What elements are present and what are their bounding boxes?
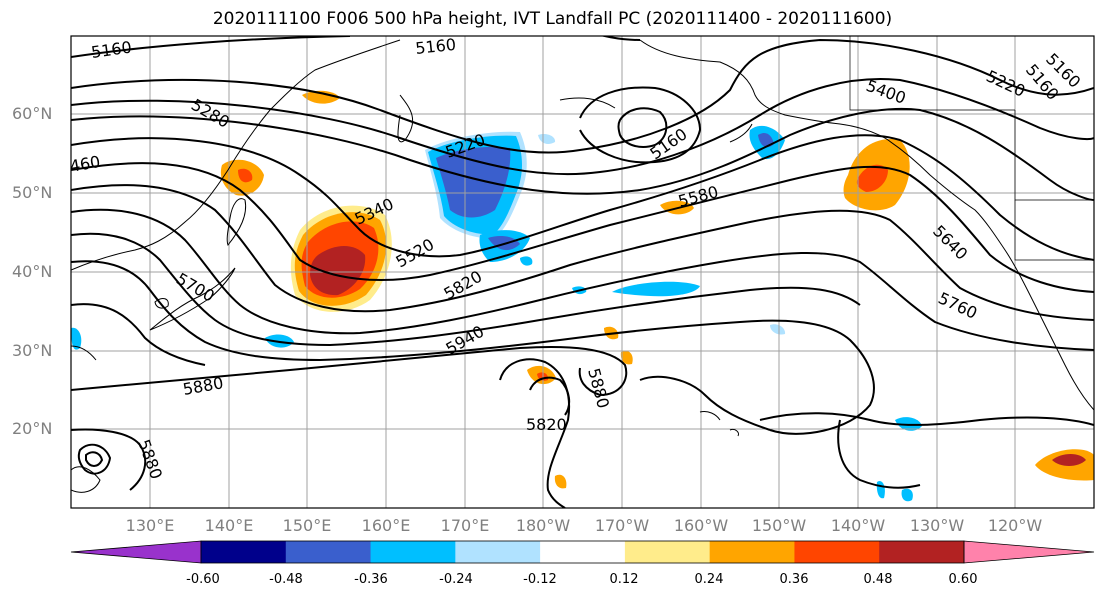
colorbar-tick-label: -0.48 <box>269 572 303 587</box>
lon-label: 160°W <box>673 516 729 535</box>
colorbar-segment <box>201 541 287 563</box>
colorbar-extension-low <box>70 540 202 564</box>
colorbar-segment <box>709 541 795 563</box>
map-title: 2020111100 F006 500 hPa height, IVT Land… <box>212 9 893 29</box>
lon-label: 140°E <box>204 516 254 535</box>
lon-label: 150°W <box>751 516 807 535</box>
colorbar-tick-label: 0.48 <box>863 572 893 587</box>
borders <box>849 36 1094 261</box>
lon-label: 130°E <box>125 516 175 535</box>
negative-anomaly-central-pacific <box>425 131 530 262</box>
colorbar-frame <box>200 540 965 564</box>
colorbar-segment <box>540 541 626 563</box>
lat-label: 20°N <box>12 419 53 438</box>
graticule <box>71 36 1094 508</box>
colorbar-extension-high <box>963 540 1095 564</box>
lon-label: 140°W <box>830 516 886 535</box>
contour-label: 5880 <box>134 437 166 482</box>
contour-label: 5580 <box>676 182 720 211</box>
contour-label: 5820 <box>526 415 567 434</box>
colorbar-tick-label: 0.12 <box>609 572 639 587</box>
positive-anomaly-bc-coast <box>843 139 910 211</box>
lon-label: 180°W <box>515 516 571 535</box>
colorbar-tick-label: 0.60 <box>948 572 978 587</box>
positive-anomaly-bering <box>302 90 340 104</box>
contour-label: 5700 <box>173 269 218 306</box>
colorbar-tick-label: -0.60 <box>186 572 220 587</box>
colorbar <box>70 540 1095 564</box>
colorbar-tick-label: 0.24 <box>694 572 724 587</box>
contour-label: 5640 <box>929 221 971 263</box>
colorbar-segment <box>455 541 541 563</box>
contour-label: 5520 <box>393 235 438 272</box>
lat-label: 50°N <box>12 183 53 202</box>
lat-label: 60°N <box>12 104 53 123</box>
ivt-shading <box>71 90 1094 502</box>
contour-label: 5160 <box>414 35 456 58</box>
lat-label: 30°N <box>12 341 53 360</box>
colorbar-tick-label: -0.24 <box>439 572 473 587</box>
positive-anomaly-japan <box>220 159 264 196</box>
colorbar-segment <box>794 541 880 563</box>
lon-label: 170°E <box>440 516 490 535</box>
contour-label: 460 <box>68 152 101 176</box>
colorbar-segment <box>879 541 965 563</box>
contour-label: 5160 <box>90 37 133 61</box>
colorbar-segment <box>285 541 372 563</box>
height-contours <box>71 36 1094 508</box>
coastlines <box>71 39 1094 493</box>
colorbar-tick-label: 0.36 <box>779 572 809 587</box>
contour-labels: 5160 5160 5160 5280 5220 5160 5400 5220 … <box>68 35 1084 482</box>
map-frame <box>70 35 1095 509</box>
positive-anomaly-small <box>527 200 1094 489</box>
lon-label: 120°W <box>987 516 1043 535</box>
colorbar-tick-label: -0.12 <box>523 572 557 587</box>
lon-label: 160°E <box>361 516 411 535</box>
colorbar-segment <box>624 541 711 563</box>
positive-anomaly-west-pacific <box>290 205 392 312</box>
contour-label: 5880 <box>181 373 224 399</box>
contour-label: 5220 <box>983 66 1028 100</box>
lon-label: 130°W <box>909 516 965 535</box>
lon-label: 170°W <box>594 516 650 535</box>
lat-label: 40°N <box>12 262 53 281</box>
contour-label: 5280 <box>188 95 233 132</box>
colorbar-tick-label: -0.36 <box>354 572 388 587</box>
colorbar-segment <box>370 541 456 563</box>
contour-label: 5760 <box>935 288 980 322</box>
lon-label: 150°E <box>282 516 332 535</box>
